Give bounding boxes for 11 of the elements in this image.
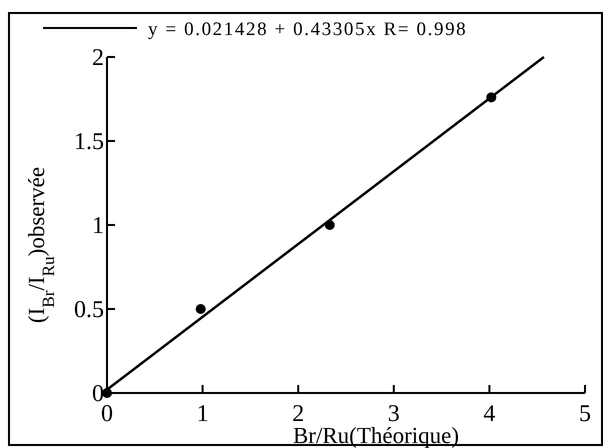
point — [102, 388, 112, 398]
y-tick-label: 1.5 — [74, 129, 104, 155]
y-tick-label: 0.5 — [74, 297, 104, 323]
legend-label: y = 0.021428 + 0.43305x R= 0.998 — [148, 19, 468, 40]
y-tick-label: 1 — [92, 213, 104, 239]
x-tick-label: 5 — [579, 401, 591, 427]
y-tick-label: 2 — [92, 45, 104, 71]
x-tick-label: 1 — [196, 401, 209, 427]
y-tick-label: 0 — [92, 381, 104, 407]
point — [196, 304, 206, 314]
x-tick-label: 4 — [483, 401, 496, 427]
